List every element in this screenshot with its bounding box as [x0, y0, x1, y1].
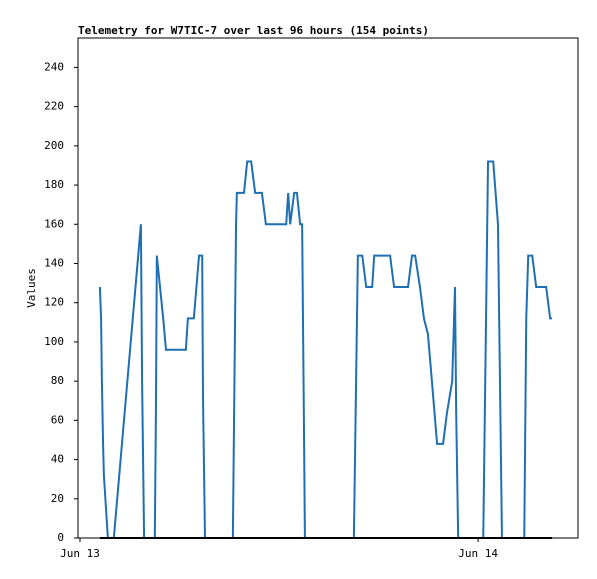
y-tick-label: 60: [51, 413, 64, 426]
y-tick-label: 100: [44, 335, 64, 348]
chart-title: Telemetry for W7TIC-7 over last 96 hours…: [78, 24, 429, 37]
y-axis-label: Values: [25, 268, 38, 308]
y-tick-label: 180: [44, 178, 64, 191]
series-line: [98, 160, 553, 539]
plot-frame: [77, 37, 579, 539]
y-tick-label: 200: [44, 139, 64, 152]
x-tick-label: Jun 13: [60, 547, 100, 560]
y-tick-label: 220: [44, 100, 64, 113]
y-tick-label: 20: [51, 492, 64, 505]
y-tick-label: 120: [44, 296, 64, 309]
y-tick-label: 80: [51, 374, 64, 387]
y-tick-label: 240: [44, 60, 64, 73]
y-tick-label: 140: [44, 256, 64, 269]
x-tick-label: Jun 14: [458, 547, 498, 560]
y-tick-label: 160: [44, 217, 64, 230]
y-tick-label: 0: [57, 531, 64, 544]
y-tick-label: 40: [51, 453, 64, 466]
